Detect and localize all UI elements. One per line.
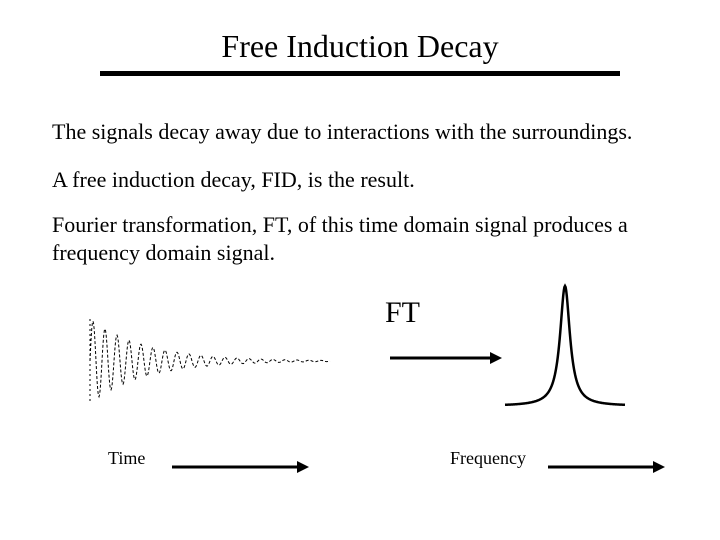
fid-plot: [90, 316, 330, 406]
ft-label: FT: [385, 296, 420, 330]
time-axis-label: Time: [108, 448, 145, 469]
peak-curve: [505, 286, 625, 405]
paragraph-1: The signals decay away due to interactio…: [0, 118, 720, 146]
page-title: Free Induction Decay: [0, 0, 720, 71]
time-arrow: [172, 458, 311, 476]
title-underline: [100, 71, 620, 76]
frequency-arrow: [548, 458, 667, 476]
paragraph-3: Fourier transformation, FT, of this time…: [0, 211, 720, 266]
paragraph-2: A free induction decay, FID, is the resu…: [0, 166, 720, 194]
peak-plot: [505, 281, 625, 411]
diagram-area: FT Time Frequency: [0, 286, 720, 496]
frequency-axis-label: Frequency: [450, 448, 526, 469]
fid-wave: [90, 321, 330, 397]
ft-arrow: [390, 349, 504, 367]
